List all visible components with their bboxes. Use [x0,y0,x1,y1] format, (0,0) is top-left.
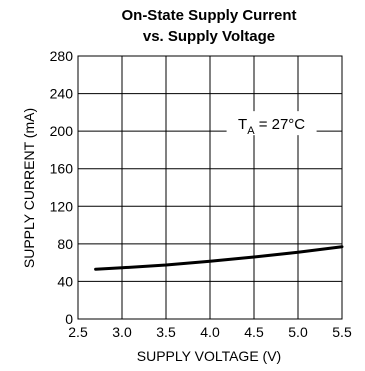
y-tick-label: 80 [57,236,73,252]
x-tick-label: 4.5 [244,324,264,340]
annotation-suffix: = 27°C [255,116,306,133]
annotation-label: TA = 27°C [238,116,305,137]
y-axis-title: SUPPLY CURRENT (mA) [21,108,37,268]
chart-title-line-2: vs. Supply Voltage [143,28,275,45]
x-tick-label: 3.5 [156,324,176,340]
x-tick-label: 2.5 [68,324,88,340]
annotation-subscript: A [247,125,255,137]
y-tick-label: 0 [65,311,73,327]
x-axis-title: SUPPLY VOLTAGE (V) [137,348,281,364]
y-tick-label: 160 [50,161,74,177]
x-tick-label: 5.5 [332,324,352,340]
series-line [94,245,344,271]
y-tick-label: 40 [57,273,73,289]
annotation-background [226,111,317,136]
x-tick-label: 5.0 [288,324,308,340]
annotation-main: T [238,116,247,133]
chart-title-line-1: On-State Supply Current [121,7,296,24]
y-tick-label: 200 [50,123,74,139]
plot-group: 2.5 3.0 3.5 4.0 4.5 5.0 5.5 0 40 80 120 160 200 240 28… [50,48,352,340]
y-tick-label: 280 [50,48,74,64]
y-tick-label: 120 [50,198,74,214]
x-tick-label: 3.0 [112,324,132,340]
x-tick-label: 4.0 [200,324,220,340]
y-tick-label: 240 [50,86,74,102]
